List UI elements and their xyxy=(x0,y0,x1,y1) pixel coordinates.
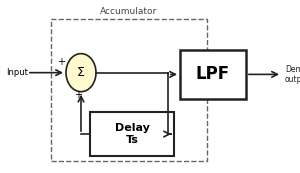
Text: Input: Input xyxy=(6,68,28,77)
Text: Accumulator: Accumulator xyxy=(100,7,158,16)
FancyBboxPatch shape xyxy=(180,50,246,99)
Ellipse shape xyxy=(66,54,96,92)
Text: LPF: LPF xyxy=(196,65,230,83)
Text: +: + xyxy=(58,57,65,67)
FancyBboxPatch shape xyxy=(90,112,174,156)
FancyBboxPatch shape xyxy=(51,19,207,161)
Text: Delay
Ts: Delay Ts xyxy=(115,123,149,145)
Text: Demod
output: Demod output xyxy=(285,65,300,84)
Text: +: + xyxy=(74,90,82,100)
Text: $\Sigma$: $\Sigma$ xyxy=(76,66,85,79)
